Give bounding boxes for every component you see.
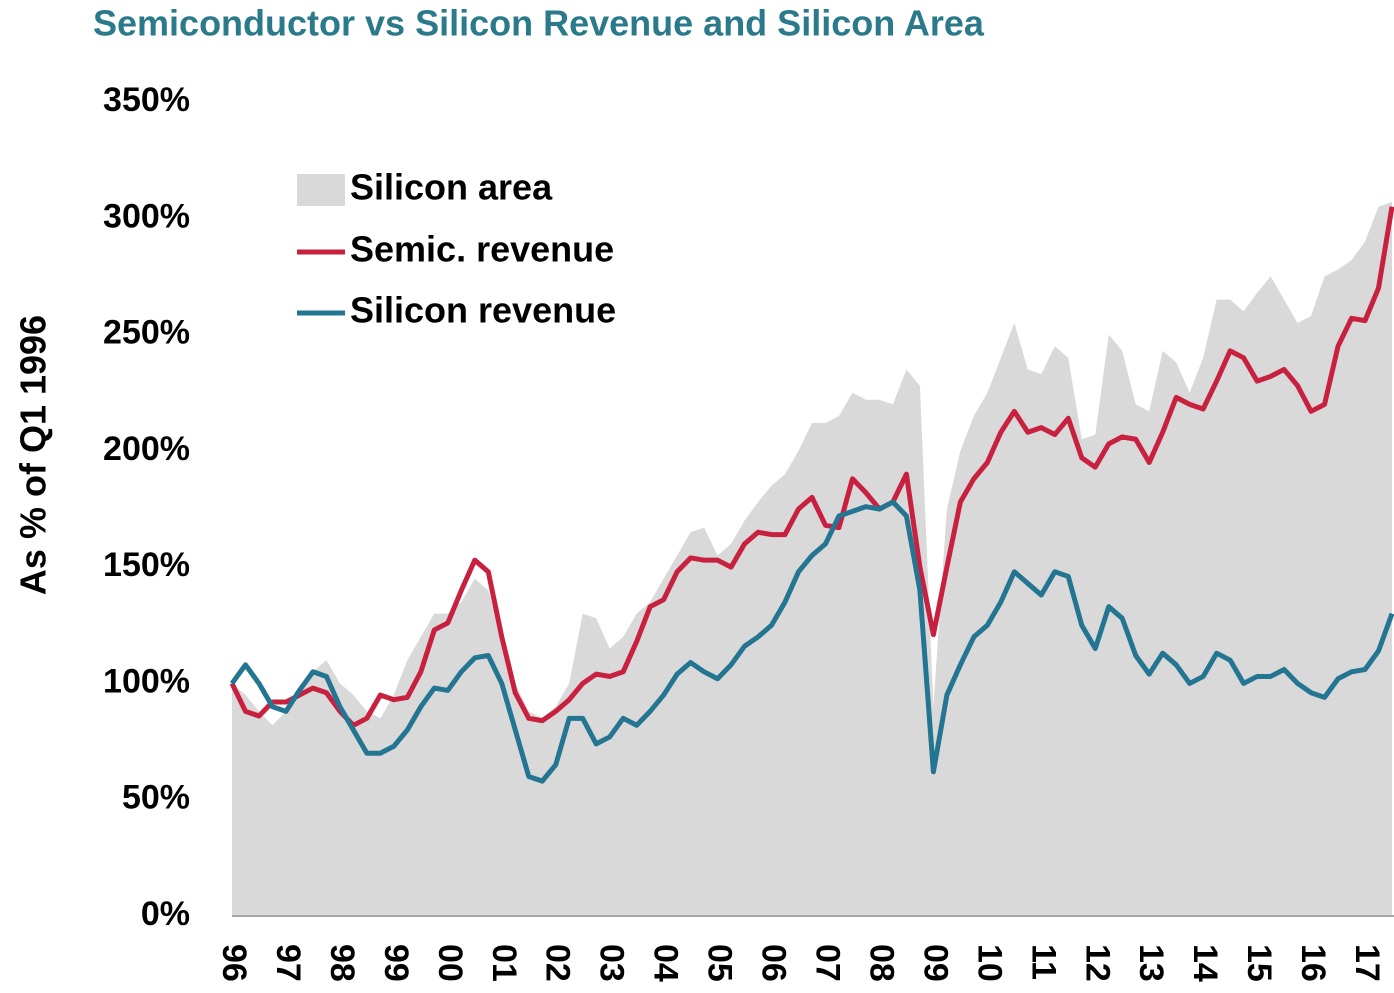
x-tick-label: 07: [809, 944, 847, 982]
y-tick-label: 200%: [103, 430, 190, 468]
y-tick-label: 300%: [103, 197, 190, 235]
x-tick-label: 96: [215, 944, 253, 982]
legend-label: Semic. revenue: [350, 229, 614, 270]
legend-swatch: [297, 174, 345, 206]
y-tick-label: 350%: [103, 81, 190, 119]
x-tick-label: 97: [269, 944, 307, 982]
x-tick-label: 01: [485, 944, 523, 982]
x-tick-label: 98: [323, 944, 361, 982]
x-tick-label: 03: [593, 944, 631, 982]
x-tick-label: 08: [862, 944, 900, 982]
x-tick-label: 00: [431, 944, 469, 982]
series-line: [229, 499, 1394, 784]
y-axis-label: As % of Q1 1996: [13, 315, 54, 595]
chart-title: Semiconductor vs Silicon Revenue and Sil…: [93, 3, 985, 44]
x-tick-label: 05: [701, 944, 739, 982]
x-tick-label: 09: [916, 944, 954, 982]
series-line: [229, 206, 1394, 728]
x-tick-label: 13: [1132, 944, 1170, 982]
y-tick-label: 250%: [103, 314, 190, 352]
x-tick-label: 14: [1186, 944, 1224, 982]
x-tick-label: 10: [970, 944, 1008, 982]
x-tick-label: 11: [1024, 944, 1062, 980]
y-tick-label: 150%: [103, 546, 190, 584]
x-tick-label: 06: [755, 944, 793, 982]
x-tick-label: 02: [539, 944, 577, 982]
y-tick-label: 0%: [141, 895, 190, 933]
x-tick-label: 16: [1294, 944, 1332, 982]
y-tick-label: 50%: [122, 779, 190, 817]
legend-label: Silicon revenue: [350, 290, 616, 331]
y-tick-label: 100%: [103, 662, 190, 700]
x-tick-label: 17: [1348, 944, 1386, 982]
x-tick-label: 15: [1240, 944, 1278, 982]
legend-label: Silicon area: [350, 167, 553, 208]
x-tick-label: 04: [647, 944, 685, 982]
x-tick-label: 12: [1078, 944, 1116, 982]
x-tick-label: 99: [377, 944, 415, 982]
